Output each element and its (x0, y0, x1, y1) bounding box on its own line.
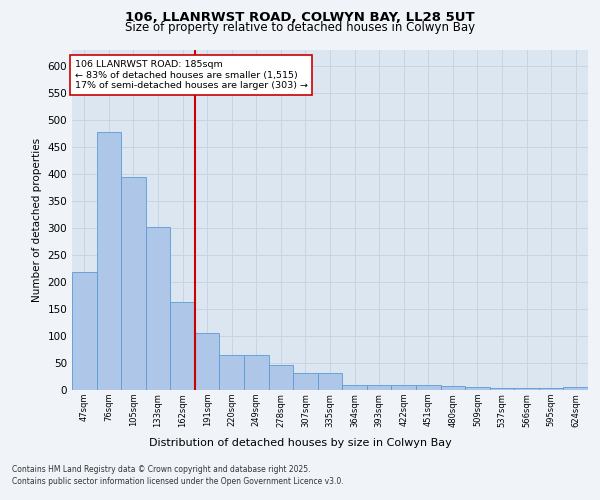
Text: 106, LLANRWST ROAD, COLWYN BAY, LL28 5UT: 106, LLANRWST ROAD, COLWYN BAY, LL28 5UT (125, 11, 475, 24)
Bar (244, 355, 269, 390)
Text: Contains public sector information licensed under the Open Government Licence v3: Contains public sector information licen… (12, 476, 344, 486)
Bar (539, 388, 563, 390)
Bar (416, 385, 440, 390)
Bar (72, 272, 97, 390)
Bar (97, 132, 121, 390)
Bar (465, 388, 490, 390)
Bar (195, 334, 220, 390)
Bar (146, 227, 170, 390)
Bar (367, 385, 391, 390)
Bar (293, 374, 318, 390)
Bar (490, 388, 514, 390)
Text: Contains HM Land Registry data © Crown copyright and database right 2025.: Contains HM Land Registry data © Crown c… (12, 466, 311, 474)
Bar (121, 177, 146, 390)
Bar (563, 388, 588, 390)
Bar (220, 355, 244, 390)
Bar (342, 385, 367, 390)
Text: 106 LLANRWST ROAD: 185sqm
← 83% of detached houses are smaller (1,515)
17% of se: 106 LLANRWST ROAD: 185sqm ← 83% of detac… (74, 60, 308, 90)
Bar (514, 388, 539, 390)
Bar (440, 386, 465, 390)
Bar (318, 374, 342, 390)
Bar (391, 385, 416, 390)
Bar (170, 302, 195, 390)
Text: Size of property relative to detached houses in Colwyn Bay: Size of property relative to detached ho… (125, 21, 475, 34)
Y-axis label: Number of detached properties: Number of detached properties (32, 138, 42, 302)
Bar (269, 364, 293, 390)
Text: Distribution of detached houses by size in Colwyn Bay: Distribution of detached houses by size … (149, 438, 451, 448)
